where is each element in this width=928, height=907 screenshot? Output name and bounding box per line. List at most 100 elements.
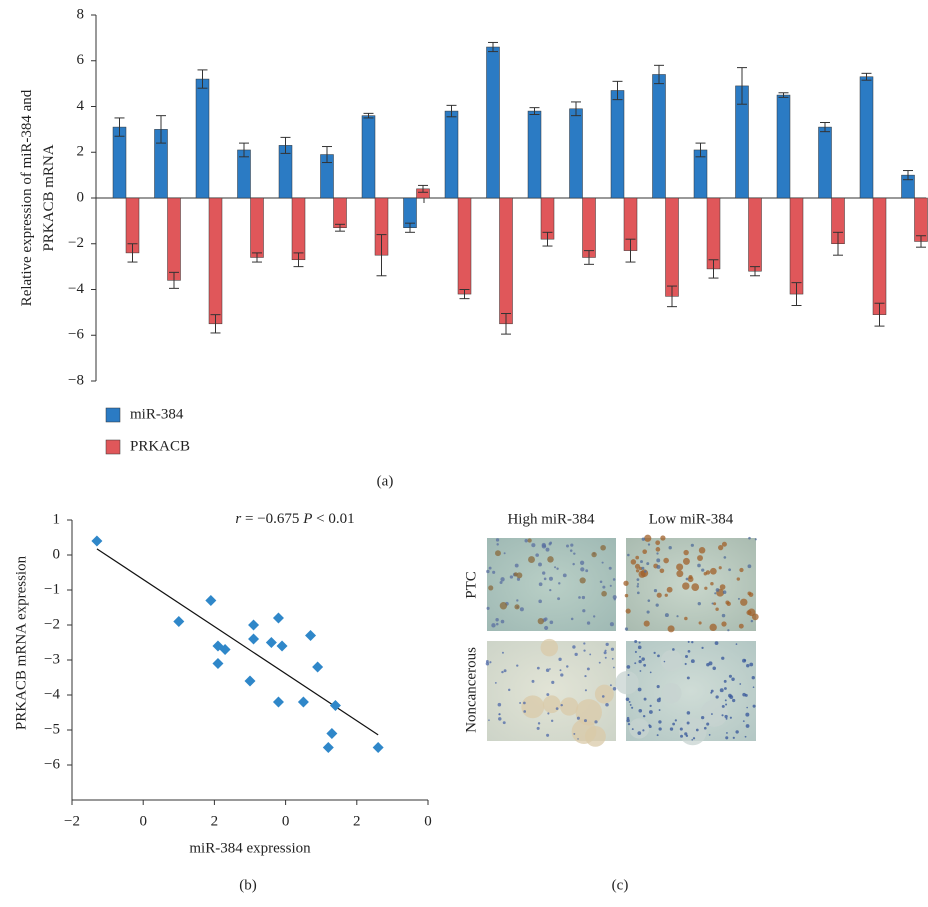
tissue-cell: [676, 615, 679, 618]
x-tick-label: 2: [353, 813, 361, 829]
tissue-cell: [629, 703, 632, 706]
tissue-cell: [640, 569, 649, 577]
error-bar: [405, 222, 415, 233]
tissue-cell: [637, 645, 642, 650]
tissue-cell: [635, 569, 640, 573]
trend-line: [96, 548, 379, 736]
tissue-cell: [684, 655, 689, 659]
tissue-cell: [708, 661, 713, 666]
annotation-part: P: [302, 511, 312, 527]
tissue-cell: [594, 684, 614, 704]
tissue-cell: [686, 676, 690, 680]
tissue-cell: [642, 714, 646, 718]
tissue-cell: [641, 566, 645, 570]
tissue-cell: [636, 585, 639, 588]
annotation: r = −0.675 P < 0.01: [235, 511, 354, 527]
tissue-cell: [729, 716, 732, 719]
tissue-cell: [500, 577, 505, 582]
tissue-cell: [531, 543, 536, 548]
tissue-cell: [644, 534, 652, 542]
tissue-cell: [752, 704, 756, 708]
tissue-cell: [655, 547, 661, 552]
tissue-cell: [746, 706, 748, 709]
error-bar: [501, 313, 511, 335]
tissue-cell: [732, 736, 735, 739]
error-bar: [750, 266, 760, 277]
x-tick-label: 0: [282, 813, 290, 829]
tissue-cell: [551, 680, 555, 684]
tissue-cell: [691, 738, 694, 741]
tissue-cell: [556, 567, 559, 570]
tissue-cell: [697, 555, 703, 561]
y-tick-label: −2: [44, 616, 60, 632]
tissue-cell: [537, 722, 541, 725]
tissue-cell: [613, 666, 615, 669]
tissue-cell: [605, 702, 609, 707]
tissue-cell: [746, 663, 750, 668]
tissue-cell: [640, 560, 643, 564]
y-tick-label: 6: [77, 52, 85, 68]
bar: [665, 197, 679, 297]
tissue-cell: [536, 666, 540, 670]
tissue-cell: [634, 650, 637, 653]
tissue-cell: [538, 582, 543, 587]
tissue-cell: [678, 717, 707, 746]
tissue-cell: [721, 656, 725, 660]
tissue-cell: [735, 643, 738, 645]
error-bar: [903, 170, 913, 181]
y-tick-label: −4: [68, 281, 84, 297]
tissue-cell: [679, 727, 683, 731]
tissue-cell: [630, 559, 637, 565]
tissue-cell: [726, 732, 728, 734]
tissue-cell: [701, 646, 704, 649]
tissue-cell: [523, 701, 526, 705]
tissue-cell: [543, 577, 547, 581]
tissue-cell: [498, 713, 501, 716]
tissue-cell: [649, 671, 652, 674]
tissue-cell: [579, 577, 586, 584]
tissue-cell: [524, 539, 528, 543]
tissue-cell: [723, 556, 727, 559]
tissue-cell: [612, 578, 616, 581]
legend-swatch: [105, 439, 121, 455]
tissue-cell: [602, 585, 606, 589]
tissue-cell: [668, 546, 672, 550]
tissue-cell: [634, 563, 641, 569]
tissue-cell: [728, 693, 732, 698]
scatter-point: [305, 630, 317, 641]
tissue-cell: [656, 552, 659, 555]
tissue-cell: [496, 543, 499, 546]
tissue-cell: [501, 670, 504, 674]
tissue-cell: [604, 656, 607, 659]
tissue-cell: [582, 609, 586, 613]
tissue-cell: [560, 703, 563, 707]
tissue-cell: [560, 697, 579, 716]
scatter-point: [322, 742, 334, 753]
tissue-cell: [491, 623, 496, 628]
tissue-cell: [557, 597, 561, 601]
error-bar: [169, 271, 179, 289]
y-axis-label: Relative expression of miR-384 and PRKACB…: [19, 89, 57, 306]
y-tick-label: −8: [68, 372, 84, 388]
y-tick-label: −5: [44, 721, 60, 737]
tissue-cell: [635, 555, 640, 560]
tissue-cell: [592, 615, 596, 618]
tissue-cell: [691, 640, 694, 644]
tissue-cell: [555, 707, 559, 710]
tissue-cell: [516, 572, 523, 579]
error-bar: [737, 67, 747, 105]
y-axis-label-line: Relative expression of miR-384 and: [19, 89, 35, 306]
bar: [486, 46, 500, 199]
tissue-cell: [501, 651, 504, 654]
tissue-cell: [685, 577, 689, 581]
tissue-cell: [494, 681, 497, 684]
error-bar: [239, 142, 249, 158]
error-bar: [293, 252, 304, 268]
tissue-cell: [637, 731, 642, 735]
bar: [872, 197, 887, 315]
bar: [499, 197, 513, 325]
tissue-cell: [747, 591, 752, 596]
tissue-cell: [566, 544, 569, 548]
tissue-cell: [658, 720, 662, 724]
tissue-cell: [698, 546, 706, 554]
